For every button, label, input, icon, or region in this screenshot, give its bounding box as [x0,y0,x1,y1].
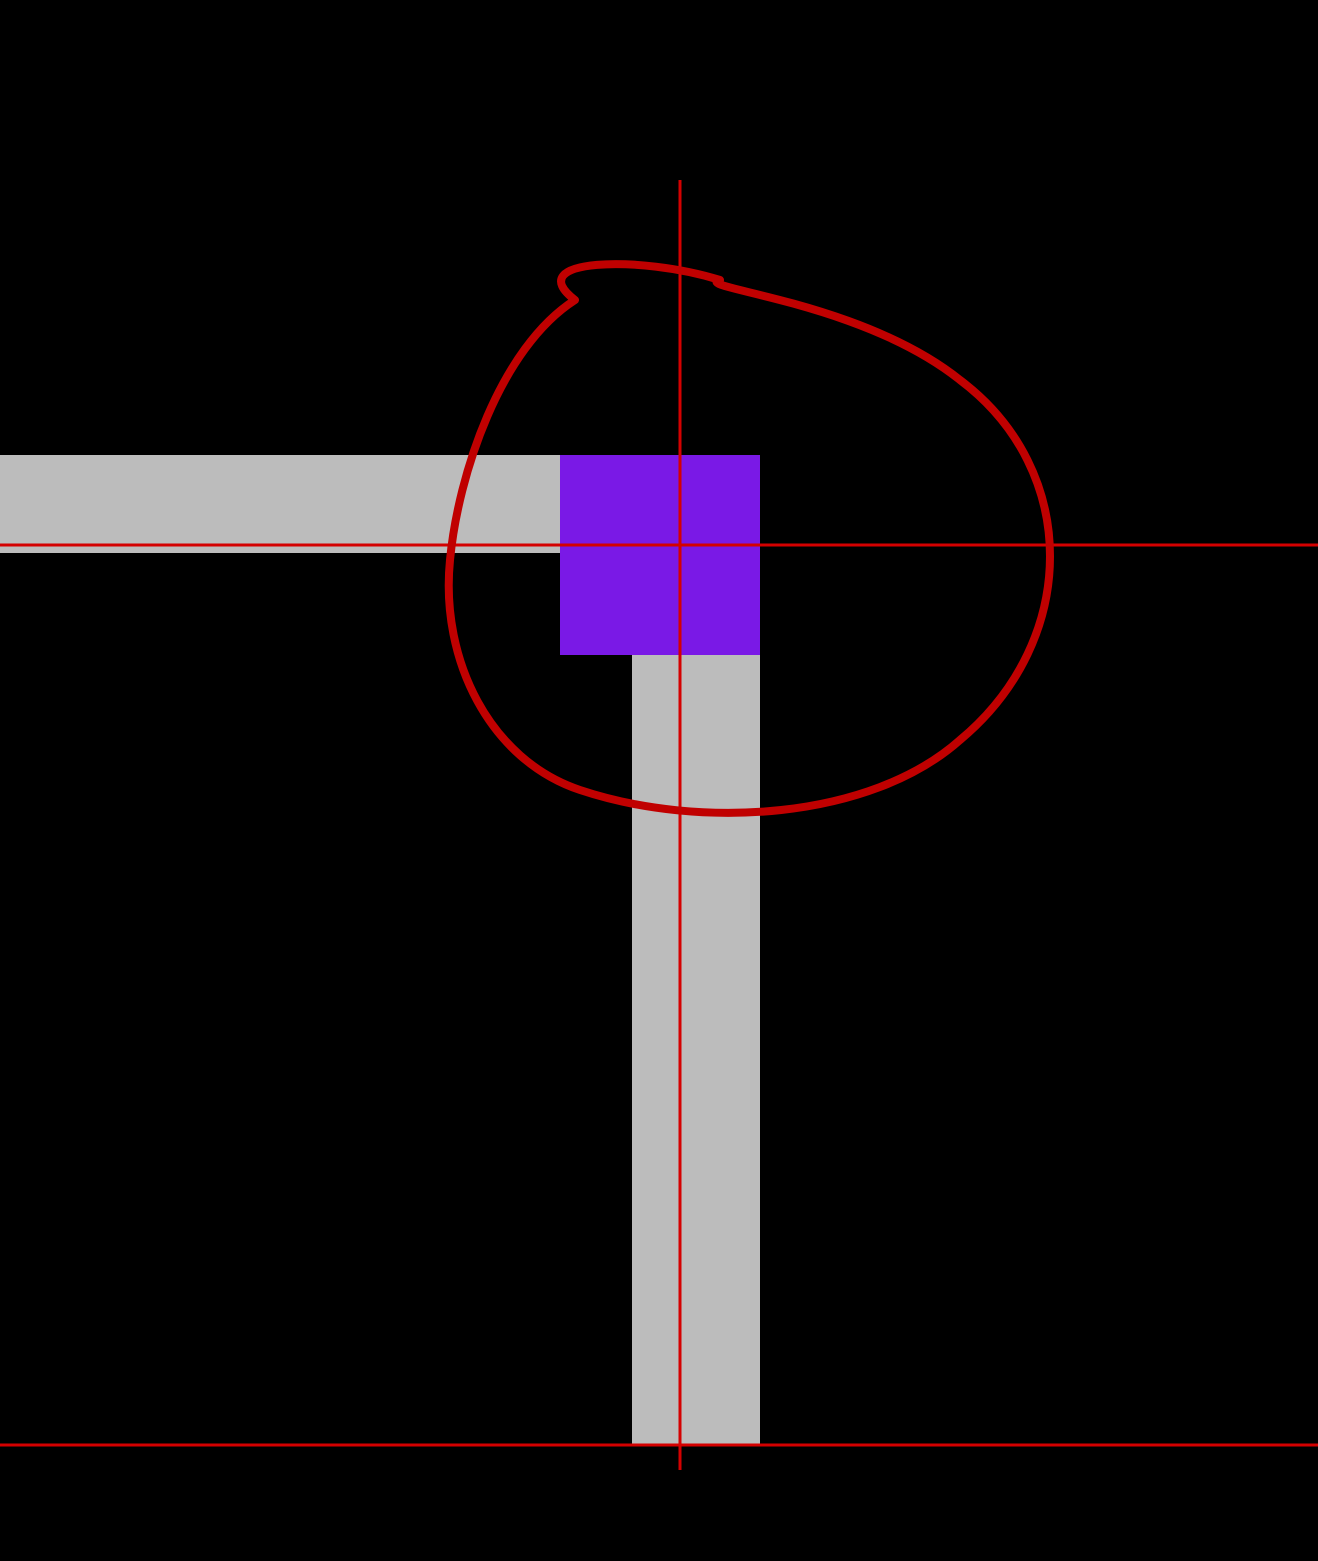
corner-highlight[interactable] [560,455,760,655]
cad-viewport[interactable] [0,0,1318,1561]
cad-svg [0,0,1318,1561]
